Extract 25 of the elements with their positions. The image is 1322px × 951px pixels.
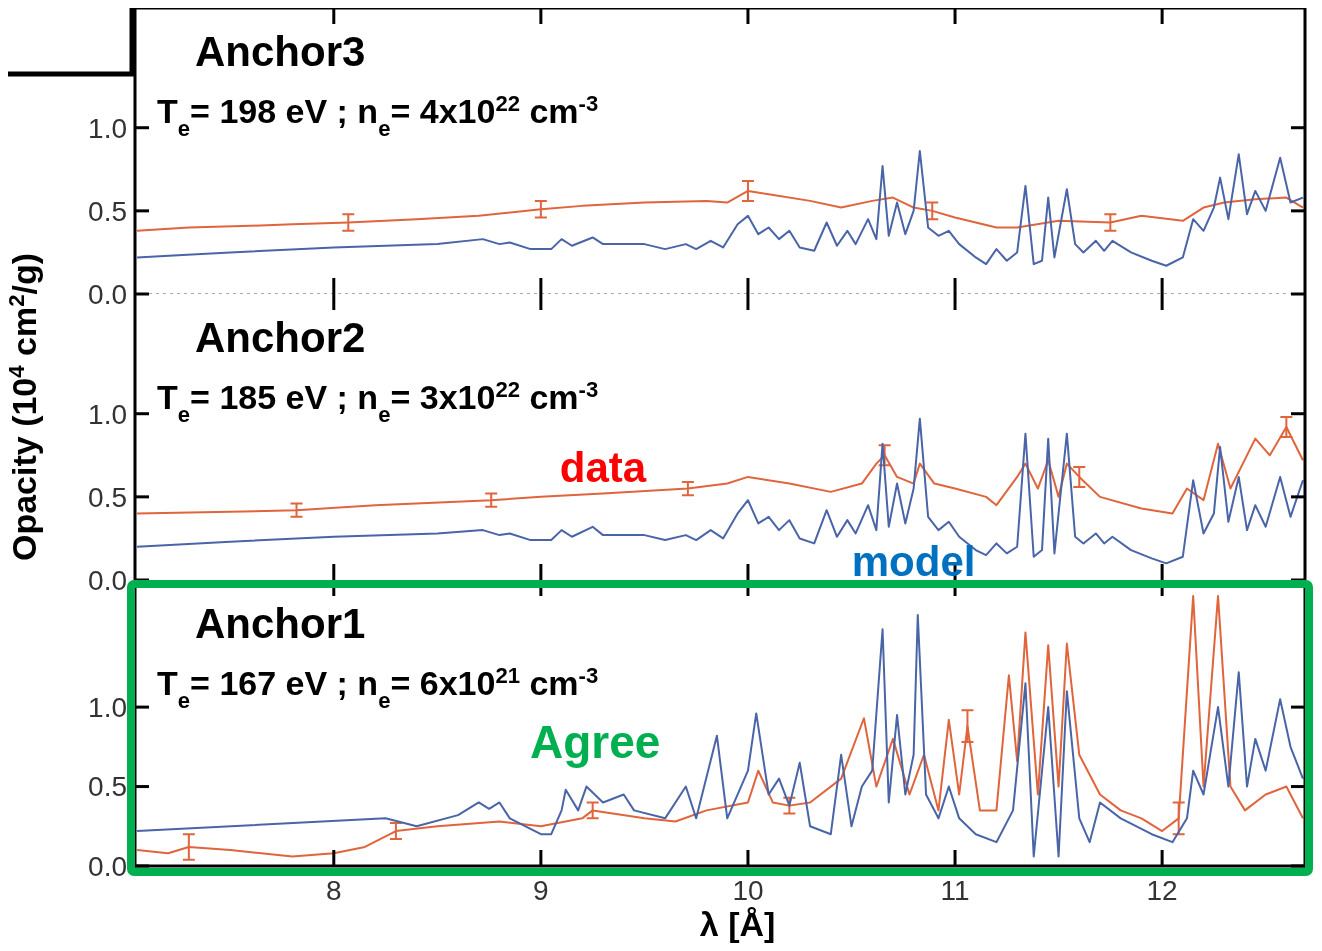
text: T$_{e}$= 198 eV ; n$_{e}$= 4x10$^{22}$ cm$^{-3}$	[157, 90, 599, 141]
text: T$_{e}$= 185 eV ; n$_{e}$= 3x10$^{22}$ cm$^{-3}$	[157, 376, 599, 427]
text: Anchor3	[195, 28, 366, 75]
y-tick-label: 1.0	[88, 398, 127, 430]
y-tick-label: 0.0	[88, 850, 127, 882]
y-tick-label: 0.0	[88, 278, 127, 310]
x-tick-label: 8	[326, 875, 342, 906]
text: Anchor1	[195, 600, 366, 647]
text: T$_{e}$= 167 eV ; n$_{e}$= 6x10$^{21}$ cm$^{-3}$	[157, 662, 599, 713]
annotation: Agree	[530, 716, 661, 768]
x-axis-title: λ [Å]	[699, 905, 776, 943]
x-tick-label: 10	[732, 875, 764, 906]
line-series	[136, 150, 1304, 267]
y-tick-label: 0.5	[88, 481, 127, 513]
x-tick-label: 11	[940, 875, 970, 906]
y-tick-label: 0.5	[88, 195, 127, 227]
series-label: model	[851, 538, 976, 585]
y-tick-label: 1.0	[88, 691, 127, 723]
x-tick-label: 9	[533, 875, 549, 906]
text: Anchor2	[195, 314, 366, 361]
series-label: data	[559, 443, 647, 491]
x-tick-label: 12	[1146, 875, 1178, 906]
y-tick-label: 0.5	[88, 771, 127, 803]
y-tick-label: 1.0	[88, 112, 127, 144]
y-tick-label: 0.0	[88, 564, 127, 596]
